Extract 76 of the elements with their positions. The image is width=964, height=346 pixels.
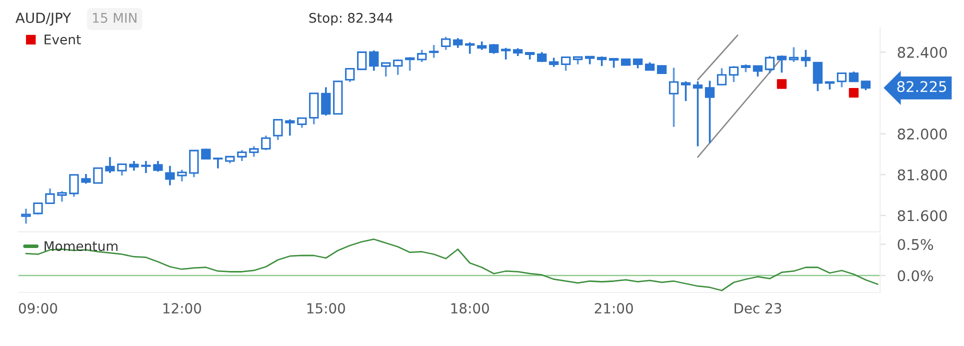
candlestick	[441, 36, 451, 51]
candlestick	[501, 46, 511, 60]
x-tick-label: 12:00	[163, 303, 202, 314]
candlestick	[680, 80, 691, 102]
candlestick	[800, 49, 811, 68]
candlestick	[321, 86, 331, 116]
x-tick-label: 18:00	[451, 303, 489, 314]
candlestick	[297, 116, 307, 129]
candlestick	[453, 37, 463, 49]
candlestick	[716, 67, 727, 86]
candlestick	[692, 80, 703, 148]
x-tick-label: 21:00	[594, 303, 633, 314]
y-tick-label: 0.0%	[898, 270, 934, 282]
candlestick	[848, 70, 859, 83]
candlestick	[129, 160, 139, 172]
candlestick	[393, 58, 403, 76]
candlestick	[141, 160, 151, 174]
y-tick-label: 0.5%	[898, 238, 934, 250]
x-tick-label: 15:00	[307, 303, 345, 314]
candlestick	[596, 56, 607, 67]
candlestick	[357, 51, 367, 70]
candlestick	[764, 54, 775, 74]
candlestick	[105, 156, 115, 174]
candlestick	[285, 118, 295, 137]
candlestick	[153, 160, 163, 173]
candlestick	[165, 164, 175, 186]
candlestick	[249, 145, 259, 158]
candlestick	[728, 65, 739, 83]
candlestick	[57, 190, 67, 203]
chart-subtitle: 15 MIN	[93, 13, 136, 23]
x-tick-label: 09:00	[18, 303, 58, 314]
y-tick-label: 82.400	[898, 46, 947, 58]
candlestick	[177, 168, 187, 182]
candlestick	[45, 188, 55, 205]
candlestick	[417, 49, 427, 63]
candlestick	[536, 51, 547, 63]
candlestick	[273, 118, 283, 141]
candlestick	[405, 56, 415, 72]
candlestick	[704, 80, 715, 144]
candlestick	[465, 41, 475, 55]
candlestick	[69, 174, 79, 198]
text: Stop: 82.344	[309, 12, 393, 26]
y-tick-label: 82.000	[898, 128, 947, 140]
candlestick	[81, 173, 91, 185]
candlestick	[668, 66, 679, 128]
candlestick	[261, 134, 271, 152]
candlestick	[608, 57, 619, 69]
candlestick	[237, 149, 247, 162]
candlestick	[548, 56, 559, 68]
candlestick	[632, 58, 643, 70]
x-tick-label: Dec 23	[734, 303, 782, 314]
candlestick	[860, 80, 871, 92]
candlestick	[33, 202, 43, 216]
chart-title: AUD/JPY	[16, 12, 72, 26]
candlestick	[201, 148, 211, 160]
candlestick	[93, 167, 103, 184]
candlestick	[812, 61, 823, 92]
candlestick	[788, 46, 799, 63]
y-tick-label: 81.800	[898, 169, 947, 180]
candlestick	[213, 156, 223, 170]
candlestick	[345, 67, 355, 83]
legend-label: Event	[44, 34, 81, 44]
candlestick	[489, 43, 499, 55]
line-series	[25, 238, 878, 292]
candlestick	[21, 208, 31, 225]
candlestick	[117, 162, 127, 176]
legend-label: Momentum	[44, 241, 118, 252]
candlestick	[776, 54, 787, 74]
candlestick	[429, 44, 439, 59]
y-tick-label: 81.600	[898, 210, 947, 222]
candlestick	[381, 62, 391, 78]
candlestick	[836, 72, 847, 88]
candlestick	[189, 149, 199, 178]
candlestick	[369, 50, 379, 72]
annotation: 82.225	[897, 81, 946, 92]
candlestick	[560, 56, 571, 72]
